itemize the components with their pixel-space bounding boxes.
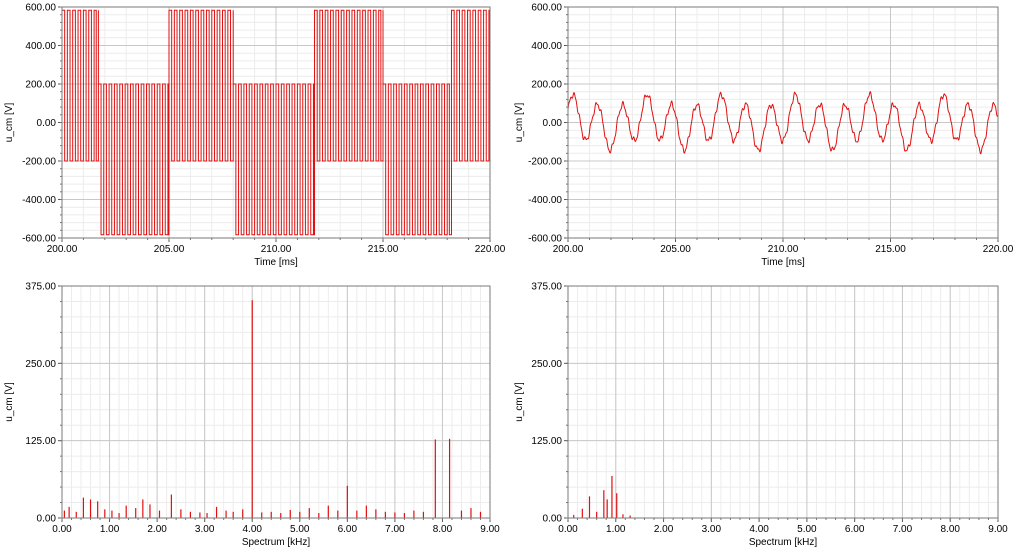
- chart-svg-bl: 375.00 250.00 125.00 0.000.00 1.00 2.00 3.00 4.…: [4, 282, 500, 549]
- y-tick-label: -200.00: [528, 157, 562, 168]
- plot-frame: [61, 285, 491, 519]
- series-line: [62, 9, 491, 236]
- x-tick-label: 215.00: [875, 244, 906, 255]
- chart-bottom-right: 375.00 250.00 125.00 0.00 0.00 1.00 2.00 3.00 4.…: [510, 276, 1024, 553]
- y-tick-label: 0.00: [543, 118, 563, 129]
- y-tick-label: 375.00: [25, 282, 56, 293]
- x-tick-label: 3.00: [702, 524, 722, 535]
- x-tick-label: 7.00: [893, 524, 913, 535]
- x-tick-label: 5.00: [290, 524, 310, 535]
- x-axis-title: Time [ms]: [761, 257, 805, 268]
- x-tick-label: 6.00: [845, 524, 865, 535]
- x-tick-label: 5.00: [797, 524, 817, 535]
- plot-area: [568, 286, 998, 518]
- y-tick-label: 0.00: [37, 118, 57, 129]
- plot-area: [62, 286, 490, 518]
- x-tick-label: 9.00: [480, 524, 500, 535]
- x-tick-label: 210.00: [768, 244, 799, 255]
- chart-bottom-left: 375.00 250.00 125.00 0.00 0.00 1.00 2.00 3.00 4.…: [0, 276, 512, 553]
- x-tick-label: 1.00: [606, 524, 626, 535]
- chart-svg-tr: 600.00 400.00 200.00 0.00 -200.00 -400.00 -600…: [514, 3, 1014, 269]
- y-axis-title: u_cm [V]: [514, 382, 525, 422]
- x-tick-label: 4.00: [749, 524, 769, 535]
- x-tick-label: 8.00: [433, 524, 453, 535]
- y-tick-label: -600.00: [22, 234, 56, 245]
- y-tick-label: -400.00: [22, 195, 56, 206]
- x-tick-label: 2.00: [654, 524, 674, 535]
- y-tick-label: 600.00: [531, 3, 562, 14]
- chart-svg-br: 375.00 250.00 125.00 0.000.00 1.00 2.00 3.00 4.…: [514, 282, 1008, 549]
- y-tick-label: 0.00: [37, 514, 57, 525]
- x-tick-label: 6.00: [338, 524, 358, 535]
- y-tick-label: 600.00: [25, 3, 56, 14]
- x-tick-label: 9.00: [988, 524, 1008, 535]
- x-tick-label: 200.00: [47, 244, 78, 255]
- x-tick-label: 7.00: [385, 524, 405, 535]
- y-tick-label: 250.00: [25, 359, 56, 370]
- chart-top-left: 600.00 400.00 200.00 0.00 -200.00 -400.00 -600…: [0, 0, 512, 276]
- series-line: [567, 90, 999, 155]
- plot-frame: [567, 285, 999, 519]
- y-tick-label: 400.00: [25, 41, 56, 52]
- y-tick-label: 200.00: [25, 80, 56, 91]
- x-tick-label: 200.00: [553, 244, 584, 255]
- x-tick-label: 215.00: [368, 244, 399, 255]
- x-tick-label: 205.00: [154, 244, 185, 255]
- x-tick-label: 220.00: [983, 244, 1014, 255]
- y-axis-title: u_cm [V]: [4, 103, 15, 143]
- x-tick-label: 3.00: [195, 524, 215, 535]
- y-axis-title: u_cm [V]: [4, 382, 15, 422]
- x-tick-label: 220.00: [475, 244, 506, 255]
- x-tick-label: 8.00: [940, 524, 960, 535]
- x-axis-title: Time [ms]: [254, 257, 298, 268]
- chart-top-right: 600.00 400.00 200.00 0.00 -200.00 -400.00 -600…: [510, 0, 1024, 276]
- x-tick-label: 0.00: [558, 524, 578, 535]
- x-tick-label: 0.00: [52, 524, 72, 535]
- y-tick-label: -400.00: [528, 195, 562, 206]
- x-tick-label: 4.00: [242, 524, 262, 535]
- chart-svg-tl: 600.00 400.00 200.00 0.00 -200.00 -400.00 -600…: [4, 3, 506, 269]
- y-tick-label: -200.00: [22, 157, 56, 168]
- y-tick-label: 125.00: [25, 436, 56, 447]
- y-tick-label: 0.00: [543, 514, 563, 525]
- x-tick-label: 210.00: [261, 244, 292, 255]
- y-tick-label: -600.00: [528, 234, 562, 245]
- y-tick-label: 125.00: [531, 436, 562, 447]
- x-tick-label: 205.00: [660, 244, 691, 255]
- x-axis-title: Spectrum [kHz]: [749, 537, 818, 548]
- x-tick-label: 2.00: [147, 524, 167, 535]
- y-tick-label: 200.00: [531, 80, 562, 91]
- y-tick-label: 375.00: [531, 282, 562, 293]
- y-axis-title: u_cm [V]: [514, 103, 525, 143]
- y-tick-label: 250.00: [531, 359, 562, 370]
- x-axis-title: Spectrum [kHz]: [242, 537, 311, 548]
- x-tick-label: 1.00: [100, 524, 120, 535]
- y-tick-label: 400.00: [531, 41, 562, 52]
